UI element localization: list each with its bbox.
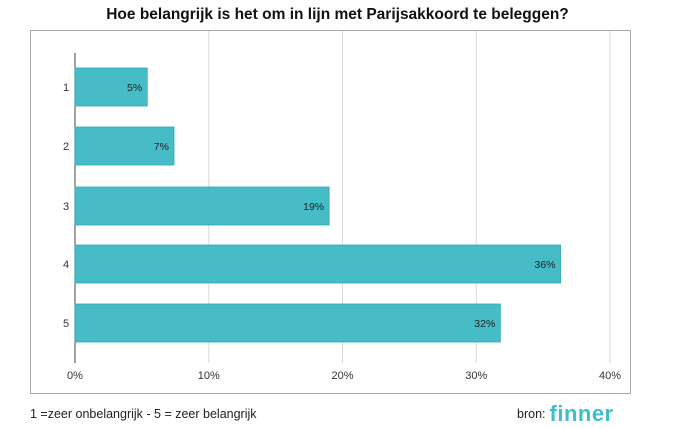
data-label: 5%: [127, 82, 142, 94]
x-tick-label: 20%: [331, 370, 353, 382]
finner-logo: finner: [549, 401, 614, 426]
data-label: 32%: [474, 318, 495, 330]
y-tick-label: 5: [63, 318, 69, 330]
chart-title: Hoe belangrijk is het om in lijn met Par…: [106, 6, 569, 23]
x-tick-label: 30%: [465, 370, 487, 382]
y-tick-label: 2: [63, 141, 69, 153]
bar: [74, 244, 561, 284]
footnote: 1 =zeer onbelangrijk - 5 = zeer belangri…: [30, 407, 257, 421]
bar: [74, 303, 501, 343]
data-label: 36%: [534, 259, 555, 271]
y-tick-label: 1: [63, 82, 69, 94]
y-tick-label: 4: [63, 259, 69, 271]
bar: [74, 67, 148, 107]
x-tick-label: 10%: [198, 370, 220, 382]
source-label: bron:: [517, 407, 546, 421]
bar: [74, 186, 330, 226]
x-tick-label: 0%: [67, 370, 83, 382]
x-tick-label: 40%: [599, 370, 621, 382]
plot-frame: [30, 30, 631, 394]
data-label: 19%: [303, 201, 324, 213]
data-label: 7%: [154, 141, 169, 153]
source: bron: finner: [517, 400, 614, 428]
bar: [74, 126, 175, 166]
y-tick-label: 3: [63, 201, 69, 213]
